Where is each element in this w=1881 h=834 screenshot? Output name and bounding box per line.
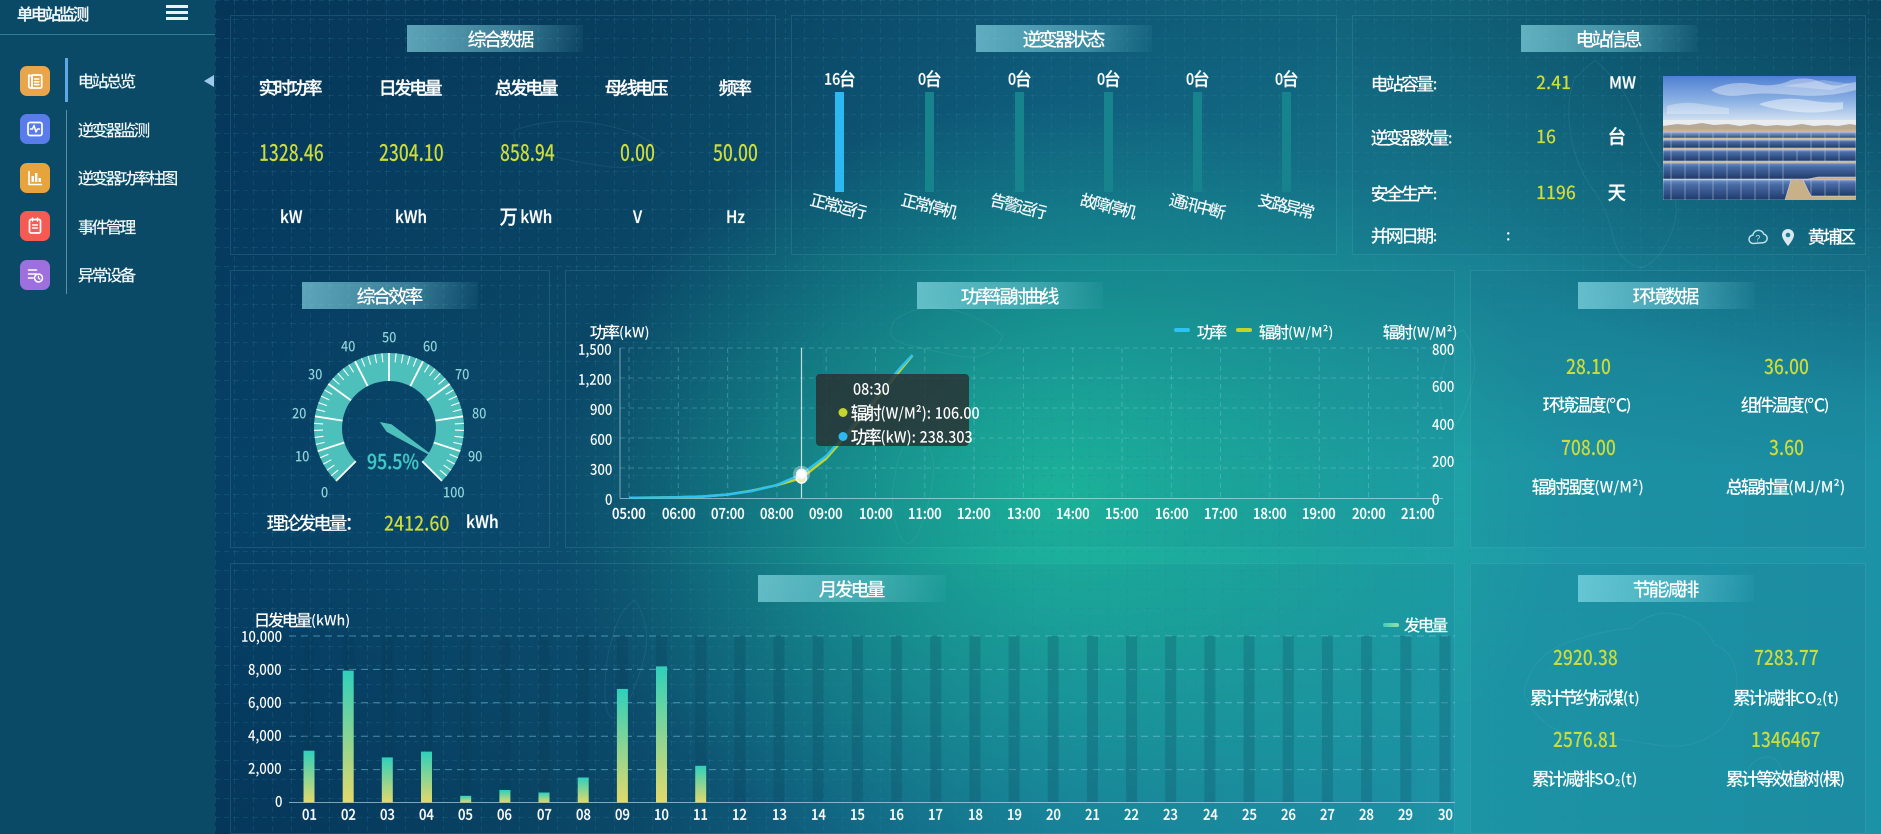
svg-text:?: ?	[1755, 234, 1760, 244]
